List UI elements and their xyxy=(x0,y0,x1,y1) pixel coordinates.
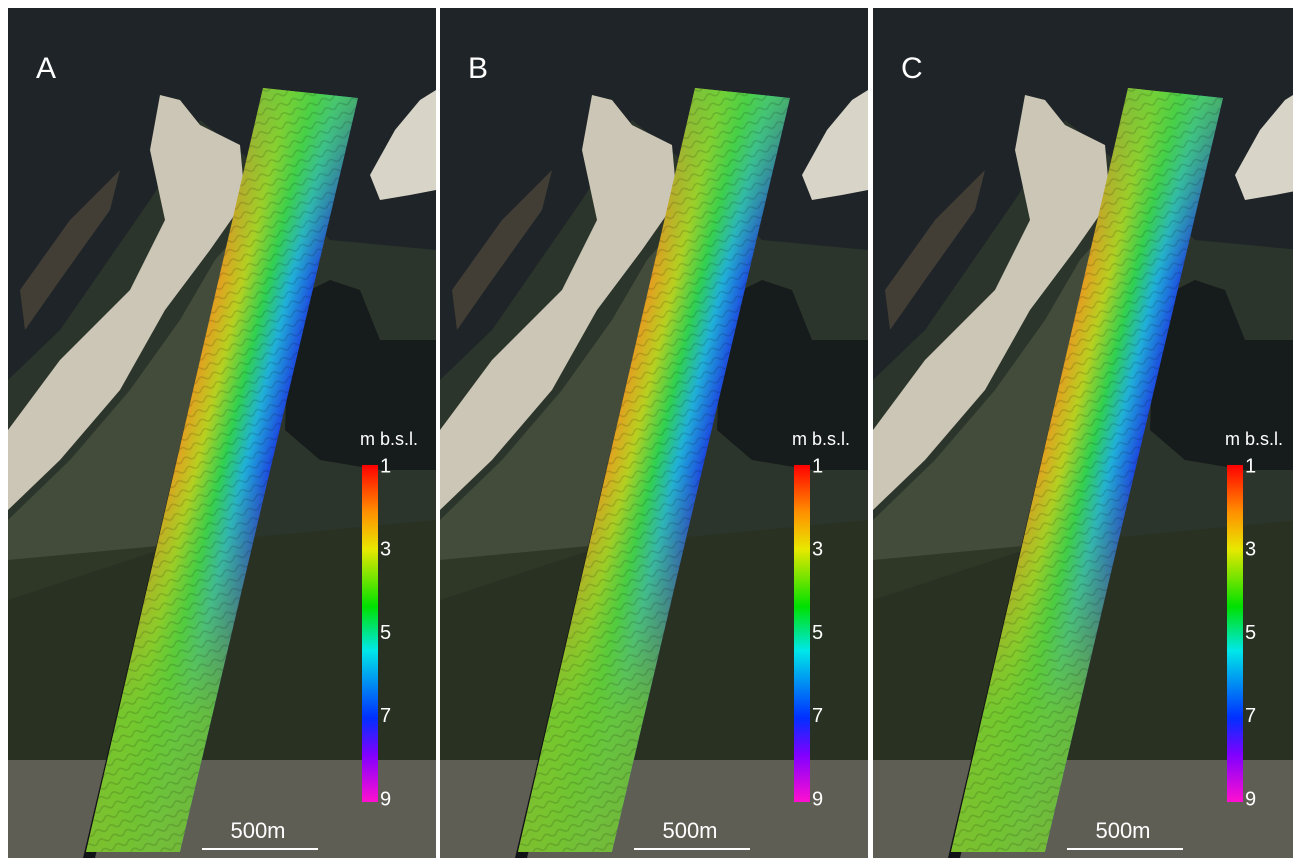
panel-label: C xyxy=(901,52,923,85)
colorbar-tick-label: 3 xyxy=(380,539,391,561)
figure: Am b.s.l.13579500mBm b.s.l.13579500mCm b… xyxy=(0,0,1293,858)
colorbar-tick-label: 7 xyxy=(812,705,823,727)
colorbar-tick-label: 5 xyxy=(1245,622,1256,644)
colorbar-tick-label: 9 xyxy=(1245,788,1256,810)
colorbar-tick-label: 1 xyxy=(1245,455,1256,477)
colorbar xyxy=(362,465,378,802)
legend-title: m b.s.l. xyxy=(360,429,418,449)
colorbar xyxy=(794,465,810,802)
colorbar-tick-label: 9 xyxy=(380,788,391,810)
colorbar-tick-label: 5 xyxy=(380,622,391,644)
legend-title: m b.s.l. xyxy=(792,429,850,449)
map-panel: Bm b.s.l. 1 3 5 7 9 500m xyxy=(440,8,868,858)
colorbar-tick-label: 5 xyxy=(812,622,823,644)
colorbar-tick-label: 9 xyxy=(812,788,823,810)
colorbar-tick-label: 3 xyxy=(1245,539,1256,561)
colorbar-tick-label: 1 xyxy=(812,455,823,477)
panel-label: B xyxy=(468,52,488,85)
colorbar-tick-label: 7 xyxy=(1245,705,1256,727)
map-panel: Cm b.s.l. 1 3 5 7 9 500m xyxy=(873,8,1293,858)
scale-bar-label: 500m xyxy=(662,818,717,843)
colorbar-tick-label: 7 xyxy=(380,705,391,727)
scale-bar-label: 500m xyxy=(230,818,285,843)
colorbar-tick-label: 1 xyxy=(380,455,391,477)
legend-title: m b.s.l. xyxy=(1225,429,1283,449)
panel-divider xyxy=(436,0,440,858)
scale-bar-label: 500m xyxy=(1095,818,1150,843)
colorbar-tick-label: 3 xyxy=(812,539,823,561)
colorbar xyxy=(1227,465,1243,802)
panel-label: A xyxy=(36,52,56,85)
panel-divider xyxy=(869,0,873,858)
map-panel: Am b.s.l. 1 3 5 7 9 500m xyxy=(8,8,436,858)
